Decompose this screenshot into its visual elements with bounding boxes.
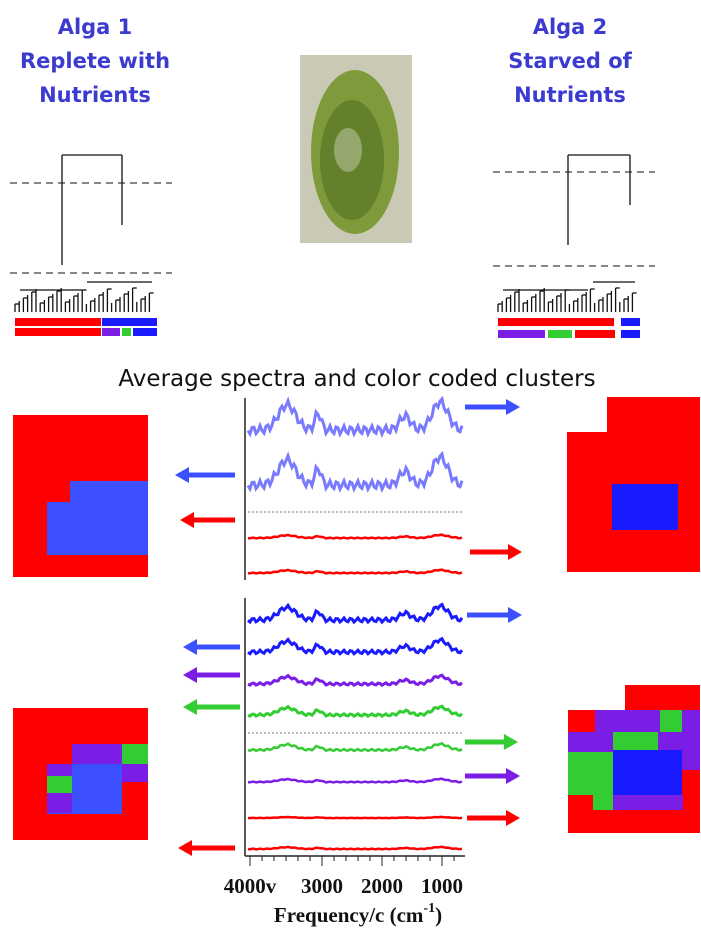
spectrum xyxy=(248,817,462,818)
map-pixel xyxy=(658,732,682,750)
left-title: Alga 1 xyxy=(58,15,133,39)
cluster-bar xyxy=(15,318,101,326)
x-axis-label-main: Frequency/c (cm xyxy=(274,903,424,927)
right-title: Nutrients xyxy=(514,83,626,107)
cluster-bar xyxy=(15,328,101,336)
map-pixel xyxy=(612,484,678,530)
cluster-bar xyxy=(133,328,157,336)
map-pixel xyxy=(613,750,682,795)
arrow-head xyxy=(183,699,197,715)
alga-detail xyxy=(334,128,362,172)
map-pixel xyxy=(122,744,148,764)
cluster-bar xyxy=(498,318,614,326)
map-pixel xyxy=(568,732,613,752)
x-axis-label: Frequency/c (cm-1) xyxy=(274,901,442,927)
spectrum xyxy=(248,639,462,654)
x-tick-label: 2000 xyxy=(361,874,403,898)
cluster-bar xyxy=(621,318,640,326)
map-pixel xyxy=(568,752,613,795)
spectrum xyxy=(248,847,462,850)
cluster-bar xyxy=(575,330,615,338)
right-title: Alga 2 xyxy=(533,15,608,39)
arrow-head xyxy=(506,810,520,826)
arrow-head xyxy=(180,512,194,528)
cluster-bar xyxy=(621,330,640,338)
spectrum xyxy=(248,706,462,716)
x-tick-label: 3000 xyxy=(301,874,343,898)
spectrum xyxy=(248,743,462,751)
map-pixel xyxy=(122,764,148,782)
x-axis-label-end: ) xyxy=(435,903,442,927)
cluster-bar xyxy=(102,318,157,326)
arrow-head xyxy=(175,467,189,483)
map-pixel xyxy=(613,732,658,750)
map-pixel xyxy=(593,795,613,810)
right-title: Starved of xyxy=(508,49,632,73)
map-pixel xyxy=(613,795,683,810)
left-title: Replete with xyxy=(20,49,170,73)
spectrum xyxy=(248,675,462,685)
map-pixel xyxy=(72,744,122,764)
left-title: Nutrients xyxy=(39,83,151,107)
arrow-head xyxy=(183,667,197,683)
map-pixel xyxy=(595,710,660,732)
x-tick-label: 4000v xyxy=(224,874,277,898)
spectrum xyxy=(248,535,462,539)
spectrum xyxy=(248,454,462,489)
spectrum xyxy=(248,399,462,434)
map-pixel xyxy=(47,776,72,793)
figure: Alga 1 Replete with Nutrients Alga 2 Sta… xyxy=(0,0,701,935)
arrow-head xyxy=(506,399,520,415)
arrow-head xyxy=(183,639,197,655)
map-pixel xyxy=(47,502,148,524)
spectrum xyxy=(248,570,462,574)
cluster-bar xyxy=(548,330,572,338)
arrow-head xyxy=(504,734,518,750)
cluster-bar xyxy=(122,328,131,336)
spectrum xyxy=(248,779,462,783)
map-pixel xyxy=(47,793,72,813)
arrow-head xyxy=(508,544,522,560)
arrow-head xyxy=(508,607,522,623)
x-tick-label: 1000 xyxy=(421,874,463,898)
map-pixel xyxy=(567,397,607,432)
spectrum xyxy=(248,605,462,623)
arrow-head xyxy=(178,840,192,856)
map-pixel xyxy=(47,764,72,776)
cluster-bar xyxy=(102,328,120,336)
map-pixel xyxy=(660,710,682,732)
map-pixel xyxy=(568,685,625,710)
caption: Average spectra and color coded clusters xyxy=(118,366,595,392)
x-axis-label-sup: -1 xyxy=(423,901,435,916)
map-pixel xyxy=(682,710,700,770)
arrow-head xyxy=(506,768,520,784)
cluster-bar xyxy=(498,330,545,338)
